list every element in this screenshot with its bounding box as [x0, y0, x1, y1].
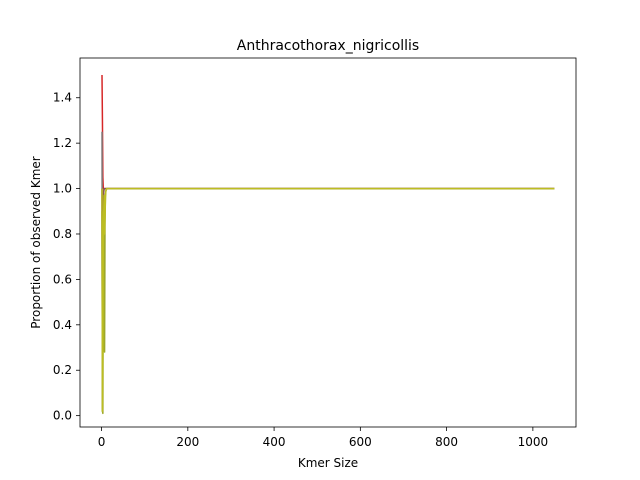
y-tick-label: 1.0	[53, 182, 72, 196]
y-tick-label: 0.4	[53, 318, 72, 332]
x-tick-label: 800	[435, 435, 458, 449]
x-axis-label: Kmer Size	[298, 456, 358, 470]
y-tick-label: 0.6	[53, 272, 72, 286]
x-tick-label: 1000	[518, 435, 549, 449]
x-tick-label: 600	[349, 435, 372, 449]
series-layer	[101, 75, 555, 415]
series-line-5	[101, 187, 555, 412]
x-tick-label: 400	[263, 435, 286, 449]
x-tick-label: 200	[176, 435, 199, 449]
y-tick-label: 0.2	[53, 363, 72, 377]
x-axis: 0 200 400 600 800 1000	[98, 427, 548, 449]
chart-title: Anthracothorax_nigricollis	[237, 38, 419, 54]
y-tick-label: 0.8	[53, 227, 72, 241]
y-axis: 0.0 0.2 0.4 0.6 0.8 1.0 1.2 1.4	[53, 91, 80, 423]
y-tick-label: 0.0	[53, 409, 72, 423]
y-tick-label: 1.4	[53, 91, 72, 105]
y-tick-label: 1.2	[53, 136, 72, 150]
y-axis-label: Proportion of observed Kmer	[29, 156, 43, 328]
plot-frame	[79, 57, 577, 428]
x-tick-label: 0	[98, 435, 106, 449]
